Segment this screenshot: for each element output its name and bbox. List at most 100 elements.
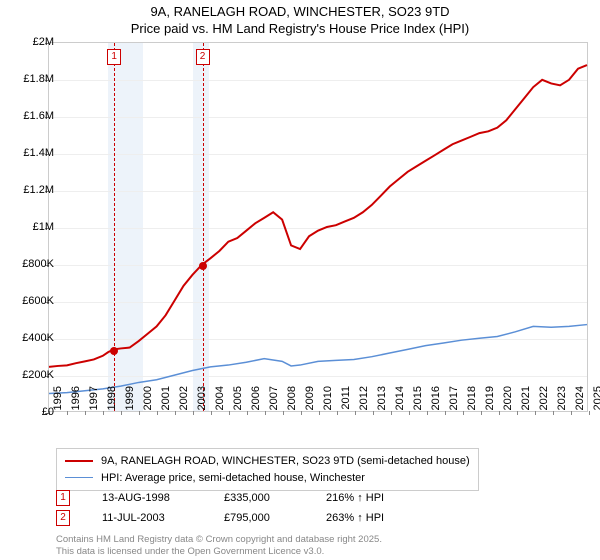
event-price: £795,000: [224, 512, 294, 524]
x-axis-label: 1999: [124, 386, 136, 414]
x-tick: [445, 411, 446, 415]
x-axis-label: 2006: [250, 386, 262, 414]
x-tick: [499, 411, 500, 415]
series-svg: [49, 43, 587, 411]
x-axis-label: 2013: [376, 386, 388, 414]
legend: 9A, RANELAGH ROAD, WINCHESTER, SO23 9TD …: [56, 448, 479, 491]
y-axis-label: £400K: [10, 332, 54, 344]
event-date: 11-JUL-2003: [102, 512, 192, 524]
x-tick: [67, 411, 68, 415]
event-row: 1 13-AUG-1998 £335,000 216% ↑ HPI: [56, 490, 384, 506]
x-tick: [427, 411, 428, 415]
event-date: 13-AUG-1998: [102, 492, 192, 504]
x-tick: [319, 411, 320, 415]
x-axis-label: 2020: [502, 386, 514, 414]
y-axis-label: £600K: [10, 295, 54, 307]
x-axis-label: 2003: [196, 386, 208, 414]
x-tick: [121, 411, 122, 415]
x-axis-label: 2002: [178, 386, 190, 414]
title-line-1: 9A, RANELAGH ROAD, WINCHESTER, SO23 9TD: [150, 4, 449, 19]
legend-label: 9A, RANELAGH ROAD, WINCHESTER, SO23 9TD …: [101, 453, 470, 470]
event-number-box: 1: [56, 490, 70, 506]
x-tick: [193, 411, 194, 415]
x-axis-label: 2012: [358, 386, 370, 414]
x-axis-label: 2007: [268, 386, 280, 414]
y-axis-label: £1.6M: [10, 110, 54, 122]
x-tick: [373, 411, 374, 415]
series-line: [49, 325, 587, 394]
y-axis-label: £2M: [10, 36, 54, 48]
x-axis-label: 2024: [574, 386, 586, 414]
x-axis-label: 2023: [556, 386, 568, 414]
x-tick: [589, 411, 590, 415]
x-tick: [409, 411, 410, 415]
x-axis-label: 2001: [160, 386, 172, 414]
x-axis-label: 2025: [592, 386, 600, 414]
x-tick: [103, 411, 104, 415]
x-axis-label: 2021: [520, 386, 532, 414]
x-tick: [85, 411, 86, 415]
x-axis-label: 2009: [304, 386, 316, 414]
footnote: Contains HM Land Registry data © Crown c…: [56, 534, 382, 558]
chart-container: 9A, RANELAGH ROAD, WINCHESTER, SO23 9TD …: [0, 0, 600, 560]
event-price: £335,000: [224, 492, 294, 504]
x-axis-label: 2010: [322, 386, 334, 414]
y-axis-label: £0: [10, 406, 54, 418]
x-axis-label: 2015: [412, 386, 424, 414]
x-axis-label: 2000: [142, 386, 154, 414]
x-axis-label: 2008: [286, 386, 298, 414]
legend-label: HPI: Average price, semi-detached house,…: [101, 470, 365, 487]
y-axis-label: £800K: [10, 258, 54, 270]
title-line-2: Price paid vs. HM Land Registry's House …: [131, 21, 469, 36]
x-tick: [247, 411, 248, 415]
x-tick: [265, 411, 266, 415]
x-tick: [517, 411, 518, 415]
x-tick: [355, 411, 356, 415]
x-tick: [157, 411, 158, 415]
x-tick: [175, 411, 176, 415]
y-axis-label: £1M: [10, 221, 54, 233]
x-tick: [481, 411, 482, 415]
x-tick: [463, 411, 464, 415]
x-axis-label: 2011: [340, 386, 352, 414]
x-tick: [535, 411, 536, 415]
x-axis-label: 2014: [394, 386, 406, 414]
x-axis-label: 1996: [70, 386, 82, 414]
footnote-line-1: Contains HM Land Registry data © Crown c…: [56, 534, 382, 545]
y-axis-label: £1.2M: [10, 184, 54, 196]
legend-item: HPI: Average price, semi-detached house,…: [65, 470, 470, 487]
y-axis-label: £1.4M: [10, 147, 54, 159]
x-tick: [301, 411, 302, 415]
series-line: [49, 65, 587, 367]
footnote-line-2: This data is licensed under the Open Gov…: [56, 546, 324, 557]
x-axis-label: 1995: [52, 386, 64, 414]
plot-area: 12: [48, 42, 588, 412]
x-tick: [391, 411, 392, 415]
x-tick: [229, 411, 230, 415]
x-tick: [571, 411, 572, 415]
y-axis-label: £200K: [10, 369, 54, 381]
event-row: 211-JUL-2003£795,000263% ↑ HPI: [56, 510, 384, 526]
x-axis-label: 2005: [232, 386, 244, 414]
x-tick: [211, 411, 212, 415]
x-tick: [337, 411, 338, 415]
chart-title: 9A, RANELAGH ROAD, WINCHESTER, SO23 9TD …: [0, 0, 600, 38]
x-axis-label: 2018: [466, 386, 478, 414]
x-tick: [283, 411, 284, 415]
event-marker-dot: [199, 262, 207, 270]
x-axis-label: 2019: [484, 386, 496, 414]
x-axis-label: 1997: [88, 386, 100, 414]
x-axis-label: 1998: [106, 386, 118, 414]
legend-swatch: [65, 460, 93, 462]
x-axis-label: 2016: [430, 386, 442, 414]
event-table: 113-AUG-1998£335,000216% ↑ HPI211-JUL-20…: [56, 490, 384, 530]
x-axis-label: 2017: [448, 386, 460, 414]
event-pct: 263% ↑ HPI: [326, 512, 384, 524]
x-tick: [553, 411, 554, 415]
legend-swatch: [65, 477, 93, 478]
event-pct: 216% ↑ HPI: [326, 492, 384, 504]
y-axis-label: £1.8M: [10, 73, 54, 85]
event-marker-dot: [110, 347, 118, 355]
x-axis-label: 2022: [538, 386, 550, 414]
x-tick: [139, 411, 140, 415]
